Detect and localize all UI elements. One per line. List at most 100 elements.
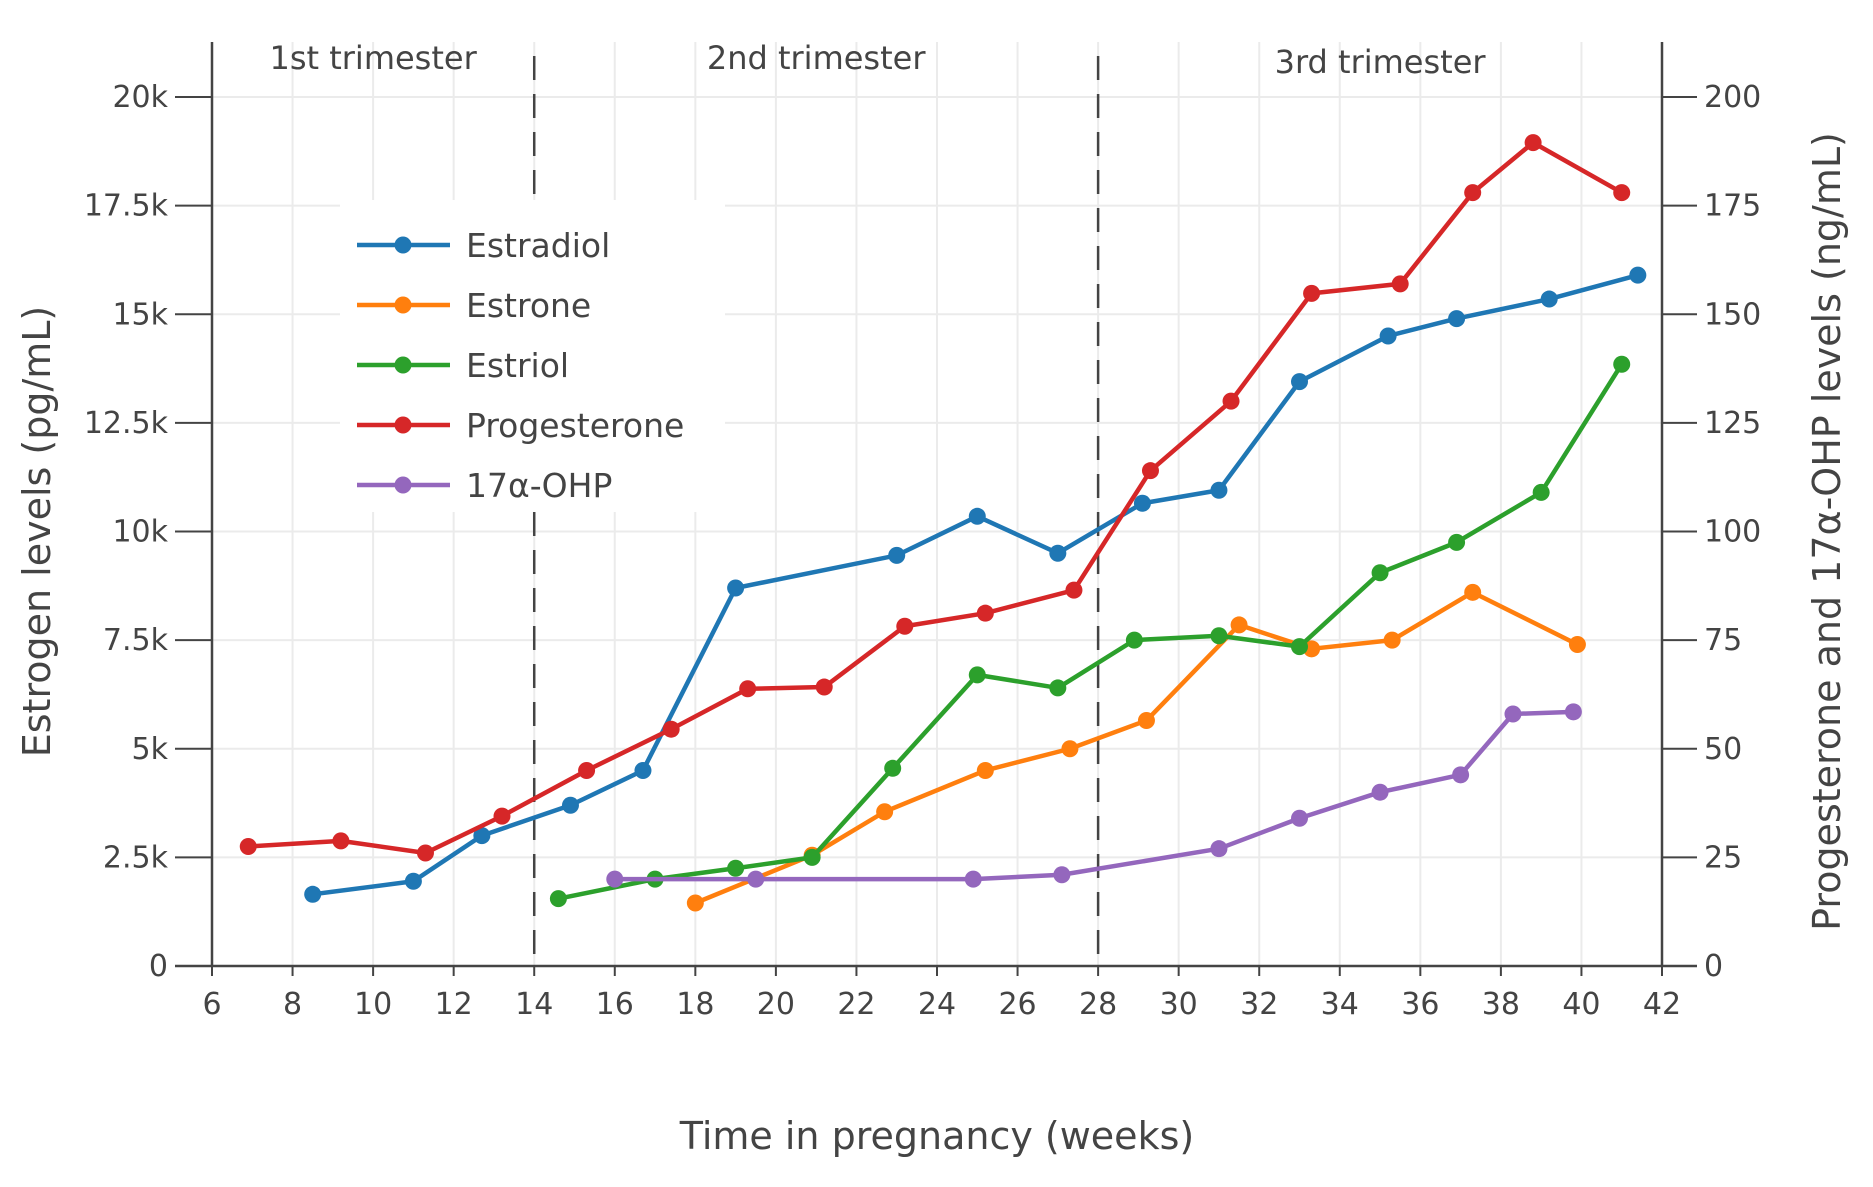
y-left-tick-label: 20k xyxy=(112,80,168,115)
data-point[interactable] xyxy=(1210,840,1228,858)
data-point[interactable] xyxy=(976,761,994,779)
data-point[interactable] xyxy=(561,796,579,814)
data-point[interactable] xyxy=(1230,616,1248,634)
y-left-tick-label: 2.5k xyxy=(103,840,169,875)
data-point[interactable] xyxy=(1061,740,1079,758)
data-point[interactable] xyxy=(888,546,906,564)
data-point[interactable] xyxy=(1371,564,1389,582)
data-point[interactable] xyxy=(1464,184,1482,202)
data-point[interactable] xyxy=(332,832,350,850)
data-point[interactable] xyxy=(968,666,986,684)
data-point[interactable] xyxy=(1049,679,1067,697)
y-right-tick-label: 150 xyxy=(1704,297,1761,332)
data-point[interactable] xyxy=(1137,712,1155,730)
data-point[interactable] xyxy=(1141,462,1159,480)
data-point[interactable] xyxy=(239,838,257,856)
data-point[interactable] xyxy=(1210,481,1228,499)
y-right-tick-label: 25 xyxy=(1704,840,1742,875)
data-point[interactable] xyxy=(662,720,680,738)
data-point[interactable] xyxy=(578,761,596,779)
data-point[interactable] xyxy=(304,885,322,903)
x-tick-label: 30 xyxy=(1160,987,1198,1022)
legend-entry-label[interactable]: Estriol xyxy=(466,346,569,385)
legend-swatch-marker xyxy=(394,236,412,254)
data-point[interactable] xyxy=(1049,544,1067,562)
data-point[interactable] xyxy=(1053,866,1071,884)
data-point[interactable] xyxy=(1133,494,1151,512)
legend-entry-label[interactable]: Progesterone xyxy=(466,406,684,445)
x-tick-label: 20 xyxy=(757,987,795,1022)
data-point[interactable] xyxy=(896,617,914,635)
grid-lines xyxy=(211,42,1663,966)
data-point[interactable] xyxy=(1540,290,1558,308)
data-point[interactable] xyxy=(1291,373,1308,391)
data-point[interactable] xyxy=(1391,275,1409,293)
legend-entry-label[interactable]: Estradiol xyxy=(466,226,610,265)
x-axis-title: Time in pregnancy (weeks) xyxy=(679,1114,1194,1158)
x-tick-label: 22 xyxy=(837,987,875,1022)
data-point[interactable] xyxy=(1065,581,1083,599)
x-tick-label: 16 xyxy=(596,987,634,1022)
series-line xyxy=(557,363,1624,901)
x-tick-label: 12 xyxy=(435,987,473,1022)
data-point[interactable] xyxy=(876,803,894,821)
data-point[interactable] xyxy=(1303,284,1321,302)
y-right-tick-label: 75 xyxy=(1704,623,1742,658)
series-lines xyxy=(239,134,1647,912)
data-point[interactable] xyxy=(1613,355,1631,373)
legend[interactable]: Estradiol Estrone Estriol Progesterone 17α-O… xyxy=(340,200,725,512)
data-point[interactable] xyxy=(606,870,624,888)
series-line xyxy=(614,709,1574,882)
x-tick-label: 14 xyxy=(515,987,553,1022)
data-point[interactable] xyxy=(1464,583,1482,601)
data-point[interactable] xyxy=(976,604,994,622)
data-point[interactable] xyxy=(416,844,434,862)
data-point[interactable] xyxy=(884,759,902,777)
data-point[interactable] xyxy=(1504,705,1522,723)
x-tick-label: 40 xyxy=(1562,987,1600,1022)
x-tick-label: 32 xyxy=(1240,987,1278,1022)
y-right-tick-label: 125 xyxy=(1704,406,1761,441)
data-point[interactable] xyxy=(1371,783,1389,801)
data-point[interactable] xyxy=(1210,627,1228,645)
data-point[interactable] xyxy=(549,890,567,908)
data-point[interactable] xyxy=(1613,184,1631,202)
y-axis-left-title: Estrogen levels (pg/mL) xyxy=(15,306,59,758)
data-point[interactable] xyxy=(634,761,652,779)
data-point[interactable] xyxy=(473,827,491,845)
data-point[interactable] xyxy=(747,870,765,888)
data-point[interactable] xyxy=(968,507,986,525)
data-point[interactable] xyxy=(1448,533,1466,551)
data-point[interactable] xyxy=(404,872,422,890)
y-right-tick-label: 100 xyxy=(1704,515,1761,550)
data-point[interactable] xyxy=(1564,703,1582,721)
data-point[interactable] xyxy=(1125,631,1143,649)
data-point[interactable] xyxy=(727,859,745,877)
y-left-tick-label: 5k xyxy=(132,732,169,767)
data-point[interactable] xyxy=(1291,809,1308,827)
data-point[interactable] xyxy=(727,579,745,597)
x-tick-label: 42 xyxy=(1643,987,1681,1022)
data-point[interactable] xyxy=(1222,392,1240,410)
data-point[interactable] xyxy=(1524,134,1542,152)
legend-entry-label[interactable]: Estrone xyxy=(466,286,591,325)
trimester-regions: 1st trimester 2nd trimester 3rd trimester xyxy=(269,39,1486,966)
data-point[interactable] xyxy=(1568,635,1586,653)
data-point[interactable] xyxy=(1629,266,1647,284)
data-point[interactable] xyxy=(493,807,511,825)
data-point[interactable] xyxy=(1448,310,1466,328)
x-tick-label: 10 xyxy=(354,987,392,1022)
data-point[interactable] xyxy=(1379,327,1397,345)
legend-entry-label[interactable]: 17α-OHP xyxy=(466,466,612,505)
data-point[interactable] xyxy=(1532,483,1550,501)
data-point[interactable] xyxy=(1383,631,1401,649)
data-point[interactable] xyxy=(803,848,821,866)
data-point[interactable] xyxy=(739,680,757,698)
data-point[interactable] xyxy=(686,894,704,912)
y-left-tick-label: 0 xyxy=(149,949,168,984)
data-point[interactable] xyxy=(1291,638,1308,656)
data-point[interactable] xyxy=(964,870,982,888)
trimester-label: 3rd trimester xyxy=(1275,43,1487,81)
data-point[interactable] xyxy=(1452,766,1470,784)
data-point[interactable] xyxy=(815,678,833,696)
